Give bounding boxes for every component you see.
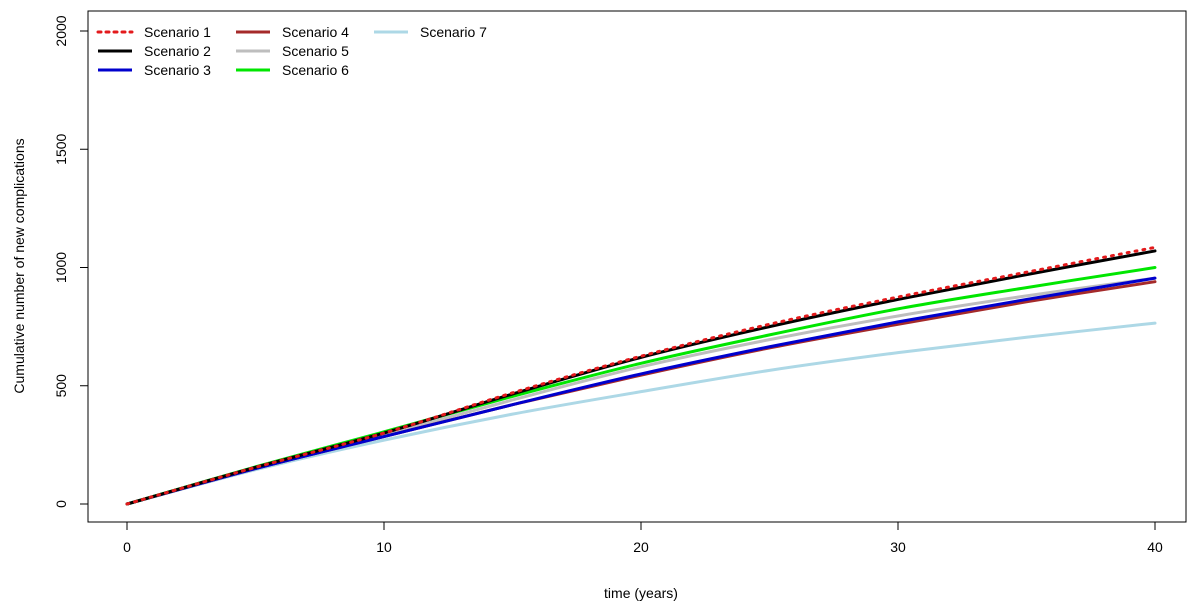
plot-frame <box>87 10 1187 523</box>
legend: Scenario 1 Scenario 2 Scenario 3 Scenario 4… <box>96 24 487 78</box>
legend-label: Scenario 7 <box>420 24 487 40</box>
x-tick-label: 20 <box>633 539 649 555</box>
x-tick-label: 0 <box>123 539 131 555</box>
legend-label: Scenario 6 <box>282 62 349 78</box>
series-line-scenario-7 <box>125 321 1157 506</box>
series-layer <box>125 245 1157 506</box>
y-tick-label: 0 <box>53 500 69 508</box>
y-tick-label: 2000 <box>53 15 69 46</box>
x-tick-label: 40 <box>1147 539 1163 555</box>
legend-label: Scenario 5 <box>282 43 349 59</box>
y-tick-label: 1000 <box>53 252 69 283</box>
x-axis-label: time (years) <box>604 585 678 601</box>
series-line-scenario-1 <box>125 245 1157 506</box>
legend-label: Scenario 3 <box>144 62 211 78</box>
series-line-scenario-2 <box>125 249 1157 506</box>
legend-label: Scenario 2 <box>144 43 211 59</box>
y-axis: 0 500 1000 1500 2000 <box>53 15 89 508</box>
legend-label: Scenario 1 <box>144 24 211 40</box>
y-tick-label: 500 <box>53 374 69 398</box>
legend-label: Scenario 4 <box>282 24 349 40</box>
series-line-scenario-3 <box>125 276 1157 506</box>
x-tick-label: 30 <box>890 539 906 555</box>
x-axis: 0 10 20 30 40 <box>123 521 1163 555</box>
y-tick-label: 1500 <box>53 133 69 164</box>
x-tick-label: 10 <box>376 539 392 555</box>
y-axis-label: Cumulative number of new complications <box>11 138 27 393</box>
